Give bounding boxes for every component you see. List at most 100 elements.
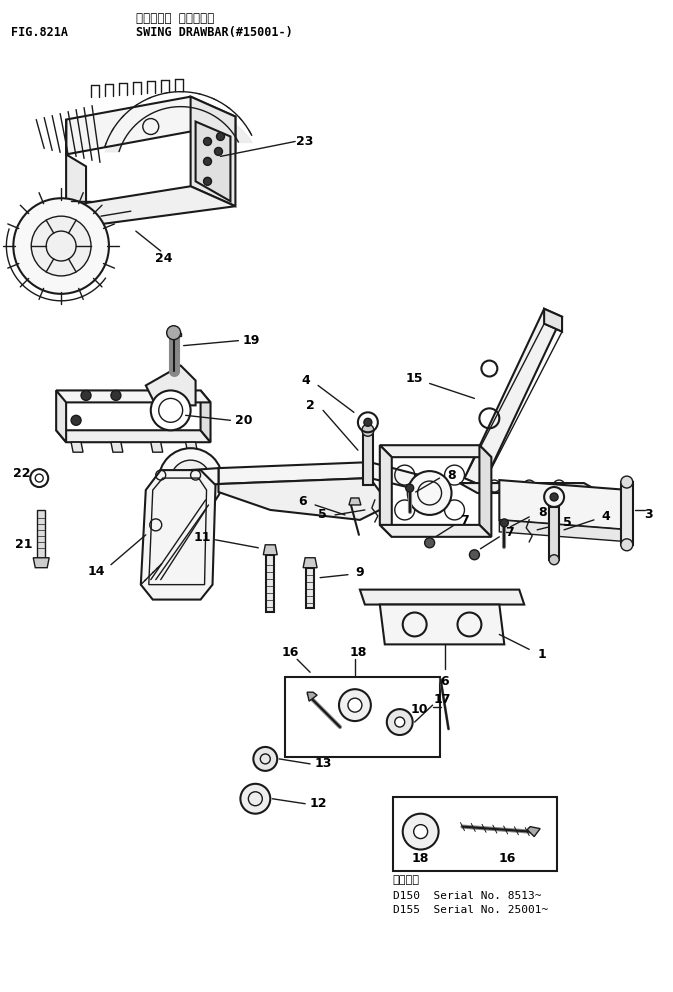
Circle shape: [71, 416, 81, 426]
Polygon shape: [219, 478, 390, 520]
Polygon shape: [201, 391, 211, 442]
Polygon shape: [56, 431, 211, 442]
Text: 21: 21: [15, 539, 32, 552]
Circle shape: [159, 448, 223, 512]
Polygon shape: [167, 332, 180, 335]
Text: 17: 17: [434, 692, 452, 705]
Circle shape: [387, 709, 413, 735]
Polygon shape: [146, 365, 196, 406]
Circle shape: [215, 148, 223, 156]
Text: 2: 2: [306, 399, 314, 412]
Circle shape: [550, 493, 558, 501]
Text: 12: 12: [310, 798, 327, 810]
Circle shape: [217, 133, 225, 141]
Text: 24: 24: [155, 253, 172, 266]
Circle shape: [203, 138, 211, 146]
Circle shape: [408, 471, 452, 515]
Circle shape: [339, 689, 371, 721]
Text: 1: 1: [538, 648, 546, 661]
Polygon shape: [380, 445, 491, 457]
Polygon shape: [380, 445, 392, 537]
Text: 22: 22: [13, 466, 30, 479]
Bar: [393, 797, 557, 871]
Text: 16: 16: [499, 852, 516, 865]
Circle shape: [203, 158, 211, 166]
Circle shape: [362, 425, 374, 436]
Circle shape: [171, 460, 211, 500]
Circle shape: [402, 813, 439, 849]
Polygon shape: [186, 442, 198, 452]
Text: 8: 8: [538, 507, 546, 520]
Text: 6: 6: [440, 675, 449, 687]
Text: 7: 7: [460, 515, 469, 528]
Polygon shape: [499, 480, 629, 530]
Polygon shape: [267, 555, 275, 611]
Circle shape: [203, 178, 211, 186]
Polygon shape: [111, 442, 123, 452]
Circle shape: [167, 325, 180, 339]
Circle shape: [364, 419, 372, 427]
Circle shape: [253, 747, 277, 771]
Circle shape: [31, 216, 91, 276]
Circle shape: [470, 550, 479, 559]
Polygon shape: [549, 507, 559, 559]
Polygon shape: [479, 445, 491, 537]
Polygon shape: [380, 525, 491, 537]
Polygon shape: [66, 96, 236, 155]
Text: 18: 18: [349, 646, 367, 659]
Circle shape: [406, 484, 414, 492]
Text: 11: 11: [194, 532, 211, 545]
Text: SWING DRAWBAR(#15001-): SWING DRAWBAR(#15001-): [136, 26, 293, 39]
Circle shape: [348, 698, 362, 712]
Text: 3: 3: [644, 509, 653, 522]
Text: 5: 5: [563, 517, 571, 530]
Polygon shape: [499, 520, 629, 542]
Polygon shape: [303, 558, 317, 567]
Text: 19: 19: [243, 334, 260, 347]
Text: 20: 20: [235, 414, 252, 427]
Circle shape: [549, 555, 559, 564]
Polygon shape: [307, 692, 317, 701]
Bar: [285, 678, 439, 757]
Text: 23: 23: [296, 135, 314, 148]
Text: 4: 4: [302, 374, 310, 387]
Circle shape: [151, 391, 190, 431]
Text: 14: 14: [87, 565, 105, 578]
Text: 10: 10: [411, 702, 429, 715]
Polygon shape: [360, 589, 524, 604]
Polygon shape: [161, 468, 219, 488]
Text: D155  Serial No. 25001~: D155 Serial No. 25001~: [393, 906, 548, 916]
Polygon shape: [464, 309, 562, 486]
Circle shape: [425, 538, 435, 548]
Polygon shape: [549, 483, 602, 493]
Polygon shape: [621, 482, 633, 545]
Text: 15: 15: [406, 372, 423, 385]
Polygon shape: [363, 431, 373, 485]
Polygon shape: [263, 545, 277, 555]
Text: 8: 8: [448, 468, 456, 481]
Polygon shape: [544, 309, 562, 331]
Circle shape: [500, 519, 508, 527]
Circle shape: [81, 391, 91, 401]
Circle shape: [240, 784, 271, 813]
Polygon shape: [66, 186, 236, 226]
Text: D150  Serial No. 8513~: D150 Serial No. 8513~: [393, 892, 541, 902]
Text: 適用番号: 適用番号: [393, 875, 420, 886]
Circle shape: [621, 476, 633, 488]
Polygon shape: [141, 470, 215, 599]
Circle shape: [414, 824, 427, 838]
Polygon shape: [219, 462, 420, 490]
Polygon shape: [71, 442, 83, 452]
Polygon shape: [33, 558, 49, 567]
Polygon shape: [349, 498, 361, 505]
Text: 4: 4: [602, 511, 610, 524]
Polygon shape: [37, 510, 45, 558]
Text: 9: 9: [355, 566, 364, 579]
Circle shape: [13, 198, 109, 294]
Polygon shape: [151, 442, 163, 452]
Text: 7: 7: [505, 527, 513, 540]
Text: 13: 13: [314, 757, 332, 771]
Polygon shape: [380, 604, 504, 645]
Polygon shape: [190, 96, 236, 206]
Text: 18: 18: [412, 852, 429, 865]
